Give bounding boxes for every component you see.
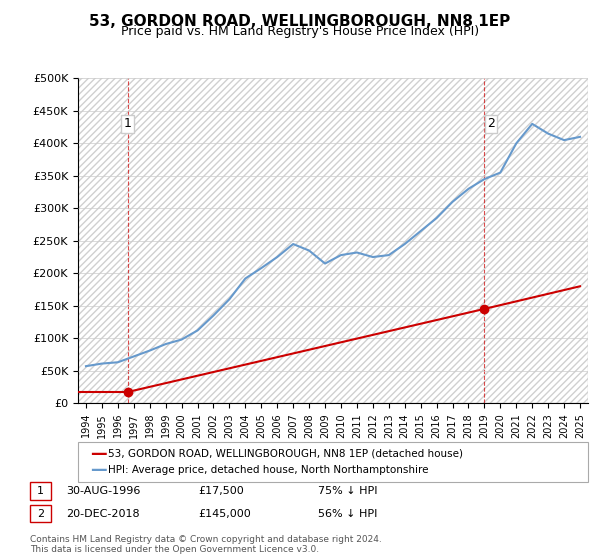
- Text: 53, GORDON ROAD, WELLINGBOROUGH, NN8 1EP: 53, GORDON ROAD, WELLINGBOROUGH, NN8 1EP: [89, 14, 511, 29]
- Text: 53, GORDON ROAD, WELLINGBOROUGH, NN8 1EP (detached house): 53, GORDON ROAD, WELLINGBOROUGH, NN8 1EP…: [108, 449, 463, 459]
- Text: 75% ↓ HPI: 75% ↓ HPI: [318, 486, 377, 496]
- Text: —: —: [90, 445, 107, 463]
- Text: 1: 1: [124, 117, 131, 130]
- Text: 20-DEC-2018: 20-DEC-2018: [66, 508, 140, 519]
- Text: £145,000: £145,000: [198, 508, 251, 519]
- Text: 2: 2: [487, 117, 495, 130]
- Text: Contains HM Land Registry data © Crown copyright and database right 2024.
This d: Contains HM Land Registry data © Crown c…: [30, 535, 382, 554]
- Text: £17,500: £17,500: [198, 486, 244, 496]
- Text: HPI: Average price, detached house, North Northamptonshire: HPI: Average price, detached house, Nort…: [108, 465, 428, 475]
- Text: Price paid vs. HM Land Registry's House Price Index (HPI): Price paid vs. HM Land Registry's House …: [121, 25, 479, 38]
- Text: 56% ↓ HPI: 56% ↓ HPI: [318, 508, 377, 519]
- Text: 2: 2: [37, 508, 44, 519]
- Text: 1: 1: [37, 486, 44, 496]
- Text: 30-AUG-1996: 30-AUG-1996: [66, 486, 140, 496]
- Text: —: —: [90, 461, 107, 479]
